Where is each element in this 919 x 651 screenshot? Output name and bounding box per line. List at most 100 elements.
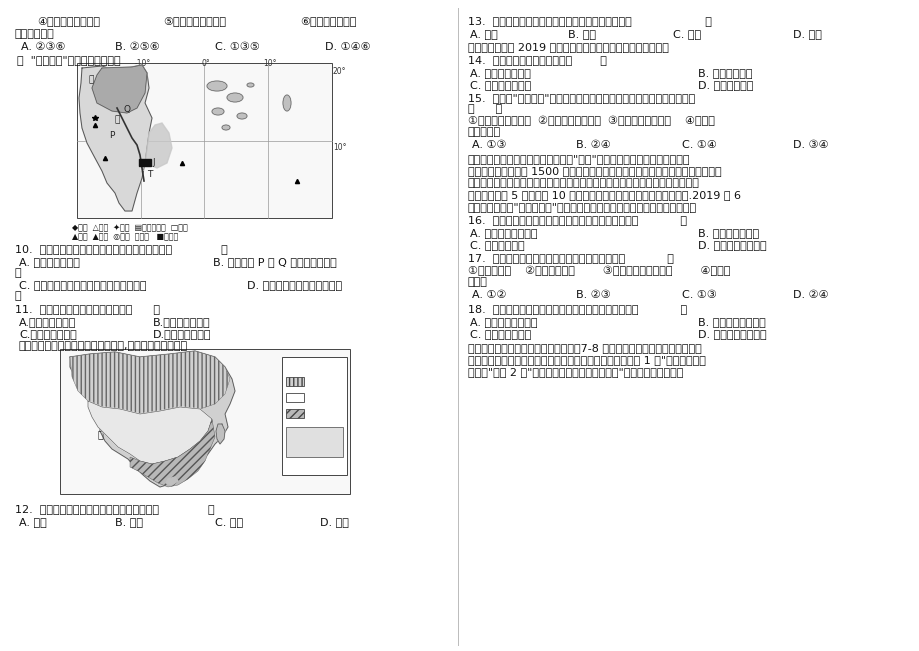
Text: 薰衣草原产于法国东南部的普罗旺斯，7-8 月花期时要有充足的阳光，耐旱怕: 薰衣草原产于法国东南部的普罗旺斯，7-8 月花期时要有充足的阳光，耐旱怕 <box>468 343 701 353</box>
Text: B. 河流乙从 P 到 Q 河段水量不断增: B. 河流乙从 P 到 Q 河段水量不断增 <box>213 257 336 267</box>
Text: 甲: 甲 <box>89 75 95 84</box>
Text: 0°: 0° <box>201 59 210 68</box>
Text: 以下图为我国农作物熟制区划示意图,读图答复以下各题。: 以下图为我国农作物熟制区划示意图,读图答复以下各题。 <box>19 341 187 351</box>
Text: 促进经济开展: 促进经济开展 <box>15 29 55 39</box>
Text: 月，榆中县出现"史上最严重"的菜价暴跌现象，大量蔬菜滞销。完成以下各题: 月，榆中县出现"史上最严重"的菜价暴跌现象，大量蔬菜滞销。完成以下各题 <box>468 202 697 212</box>
Text: C. 地形: C. 地形 <box>673 29 700 39</box>
Text: ⑥带动当地消费，: ⑥带动当地消费， <box>300 16 356 26</box>
Ellipse shape <box>283 95 290 111</box>
Text: A. 气候: A. 气候 <box>470 29 497 39</box>
Text: 资料图"，图 2 为"新疆伊犁河谷伊宁气候资料图"。读图，完成下题。: 资料图"，图 2 为"新疆伊犁河谷伊宁气候资料图"。读图，完成下题。 <box>468 367 683 377</box>
Text: ④优化当地人口结构: ④优化当地人口结构 <box>37 16 100 26</box>
Text: C. ①③: C. ①③ <box>681 290 716 300</box>
Text: C. 灌溉水源充足: C. 灌溉水源充足 <box>470 240 524 250</box>
Text: 丙: 丙 <box>140 162 144 171</box>
Text: A. 冷藏保鲜技术兴旺: A. 冷藏保鲜技术兴旺 <box>470 228 537 238</box>
Ellipse shape <box>211 108 223 115</box>
Polygon shape <box>130 419 215 487</box>
Bar <box>286 377 303 386</box>
Ellipse shape <box>227 93 243 102</box>
Text: B. 建立市场信息网络: B. 建立市场信息网络 <box>698 317 765 327</box>
Text: 一年一熟区: 一年一熟区 <box>308 378 333 387</box>
Text: （      ）: （ ） <box>468 104 502 114</box>
Ellipse shape <box>221 125 230 130</box>
Text: B.市场导向型工业: B.市场导向型工业 <box>153 317 210 327</box>
Ellipse shape <box>237 113 246 119</box>
Text: A. ②③⑥: A. ②③⑥ <box>21 42 65 52</box>
Text: 12.  影响我国农作物熟制区划的主要因素是（              ）: 12. 影响我国农作物熟制区划的主要因素是（ ） <box>15 504 214 514</box>
Text: B. 蔬菜生长周期长: B. 蔬菜生长周期长 <box>698 228 758 238</box>
Bar <box>60 349 349 494</box>
Ellipse shape <box>207 81 227 91</box>
Text: D. 土壤: D. 土壤 <box>792 29 821 39</box>
Text: A. ①②: A. ①② <box>471 290 506 300</box>
Bar <box>286 393 303 402</box>
Bar <box>282 357 346 475</box>
Text: 乙: 乙 <box>115 115 120 124</box>
Text: 南海诸岛: 南海诸岛 <box>288 453 302 458</box>
Text: 以下图为浙江省 2019 年能源消费结构图。据此完成以下各题。: 以下图为浙江省 2019 年能源消费结构图。据此完成以下各题。 <box>468 42 668 52</box>
Text: 一年两熟区: 一年两熟区 <box>308 394 333 403</box>
Text: B. 热量: B. 热量 <box>115 517 142 527</box>
Text: 14.  目前浙江能源消费结构以（        ）: 14. 目前浙江能源消费结构以（ ） <box>468 55 607 65</box>
Text: A. 水分: A. 水分 <box>19 517 47 527</box>
Text: 18.  针对高原夏菜大量滞销的现状，最可行的措施是（            ）: 18. 针对高原夏菜大量滞销的现状，最可行的措施是（ ） <box>468 304 686 314</box>
Text: 产基地，当地将蔬菜基地设在远离城市的高原上，依据海拔高度，梯次播种多类: 产基地，当地将蔬菜基地设在远离城市的高原上，依据海拔高度，梯次播种多类 <box>468 178 699 188</box>
Text: 20°: 20° <box>333 67 346 76</box>
Polygon shape <box>79 65 152 211</box>
Text: D. 提高农业种植技术: D. 提高农业种植技术 <box>698 329 766 339</box>
Text: C. 清洁新能源为主: C. 清洁新能源为主 <box>470 80 530 90</box>
Text: J: J <box>152 158 154 167</box>
Text: -10°: -10° <box>134 59 151 68</box>
Ellipse shape <box>246 83 254 87</box>
Text: 10°: 10° <box>333 143 346 152</box>
Text: ▲铁矿  ▲石粒  ◎橡芯  ～河藏   ■水电站: ▲铁矿 ▲石粒 ◎橡芯 ～河藏 ■水电站 <box>72 232 178 241</box>
Text: 16.  榆中县的夏菜上市期长达四五个月，主要原因是（            ）: 16. 榆中县的夏菜上市期长达四五个月，主要原因是（ ） <box>468 215 686 225</box>
Text: 成员，多种植在海拔 1500 米以上的高原。兰州市榆中县是我国著名的高原夏菜生: 成员，多种植在海拔 1500 米以上的高原。兰州市榆中县是我国著名的高原夏菜生 <box>468 166 720 176</box>
Polygon shape <box>165 477 177 485</box>
Text: D. 科技: D. 科技 <box>320 517 348 527</box>
Text: ◆水库  △粘土  ✦油藏  ▤高岸窄宽区  □沙漠: ◆水库 △粘土 ✦油藏 ▤高岸窄宽区 □沙漠 <box>72 222 187 231</box>
Text: ①生产本钱低    ②产品质量优良        ③具有良好的上市梯期        ④邻近消: ①生产本钱低 ②产品质量优良 ③具有良好的上市梯期 ④邻近消 <box>468 266 730 276</box>
Bar <box>139 159 151 166</box>
Text: A. ①③: A. ①③ <box>471 140 506 150</box>
Text: 甲: 甲 <box>98 429 104 439</box>
Text: 一年三熟区: 一年三熟区 <box>308 410 333 419</box>
Bar <box>77 63 332 218</box>
Text: D. 丁海城可能有丰富的鱼类资: D. 丁海城可能有丰富的鱼类资 <box>246 280 342 290</box>
Text: ⑤促进多元文化交流: ⑤促进多元文化交流 <box>163 16 226 26</box>
Bar <box>286 409 303 418</box>
Text: A.原料导向型工业: A.原料导向型工业 <box>19 317 76 327</box>
Text: D. ②④: D. ②④ <box>792 290 828 300</box>
Text: C. ①③⑤: C. ①③⑤ <box>215 42 259 52</box>
Text: 源利用效率: 源利用效率 <box>468 127 501 137</box>
Text: C.技术导向型工业: C.技术导向型工业 <box>19 329 76 339</box>
Polygon shape <box>92 65 147 113</box>
Text: D. 气候垂直差异显著: D. 气候垂直差异显著 <box>698 240 766 250</box>
Text: 图例: 图例 <box>300 364 312 374</box>
Text: 费市场: 费市场 <box>468 277 487 287</box>
Polygon shape <box>145 123 172 168</box>
Text: D. 化石能源为主: D. 化石能源为主 <box>698 80 753 90</box>
Text: B. 河流: B. 河流 <box>567 29 596 39</box>
Text: 11.  该区域开展工业，应侧重开展（      ）: 11. 该区域开展工业，应侧重开展（ ） <box>15 304 160 314</box>
Text: P: P <box>108 131 114 140</box>
Text: T: T <box>147 170 153 179</box>
Text: 源: 源 <box>15 291 22 301</box>
Polygon shape <box>70 351 234 487</box>
Text: 13.  甲地农作物熟制不同于周边地区的根本因素是（                     ）: 13. 甲地农作物熟制不同于周边地区的根本因素是（ ） <box>468 16 711 26</box>
Text: B. ②④: B. ②④ <box>575 140 610 150</box>
Text: A. 甲处乳畜业兴旺: A. 甲处乳畜业兴旺 <box>19 257 80 267</box>
Text: 10°: 10° <box>263 59 277 68</box>
Text: D. ③④: D. ③④ <box>792 140 828 150</box>
Text: B. 生物能源为主: B. 生物能源为主 <box>698 68 752 78</box>
Polygon shape <box>88 401 211 464</box>
Text: C. 政策: C. 政策 <box>215 517 243 527</box>
Text: C. 推广机械化生产: C. 推广机械化生产 <box>470 329 530 339</box>
Text: Q: Q <box>124 105 130 114</box>
Polygon shape <box>70 351 230 414</box>
Text: C. 图中大型水库丙，北半球冬季水位最高: C. 图中大型水库丙，北半球冬季水位最高 <box>19 280 146 290</box>
Text: 读  "某区域图"，答复以下各题。: 读 "某区域图"，答复以下各题。 <box>17 55 120 65</box>
Text: 加: 加 <box>15 268 22 278</box>
Text: C. ①④: C. ①④ <box>681 140 716 150</box>
